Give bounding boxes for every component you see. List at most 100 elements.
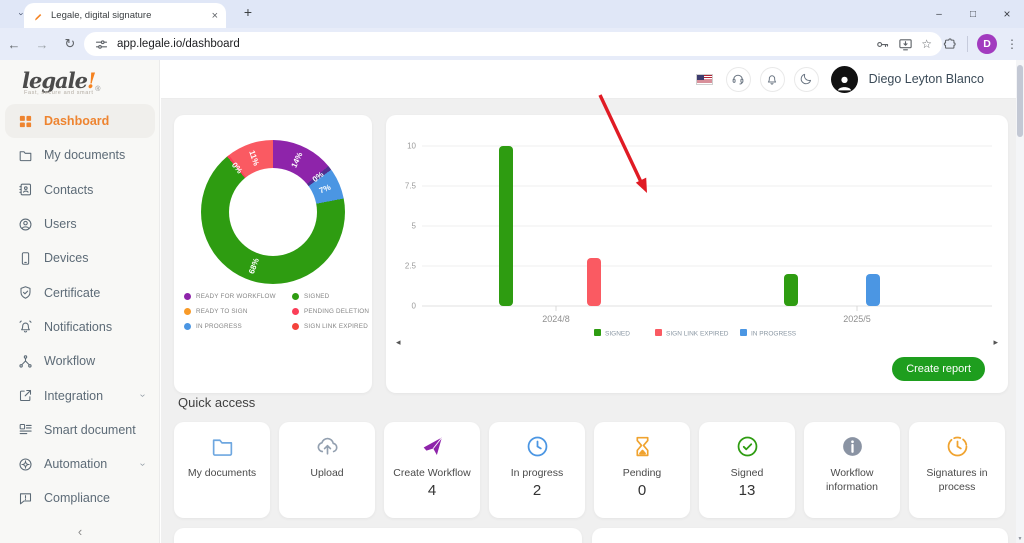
user-avatar[interactable] (830, 65, 858, 93)
bar-chart[interactable]: 0 2.5 5 7.5 10 2024/8 2025/5 SIGNED SIGN LINK EX… (394, 123, 1000, 366)
donut-legend-item[interactable]: SIGNED (292, 289, 369, 304)
contacts-icon (18, 182, 33, 197)
scrollbar-thumb[interactable] (1017, 65, 1023, 137)
sidebar-item-label: My documents (44, 148, 126, 163)
moon-icon (800, 73, 812, 85)
quick-card-my-documents[interactable]: My documents (174, 422, 270, 518)
svg-text:SIGN LINK EXPIRED: SIGN LINK EXPIRED (666, 331, 729, 338)
quick-card-label: My documents (187, 467, 257, 479)
info-icon (804, 434, 900, 460)
forward-icon[interactable]: → (35, 36, 49, 52)
chevron-down-icon: › (136, 462, 148, 466)
legend-dot-icon (184, 308, 191, 315)
bell-icon (768, 75, 777, 85)
quick-card-workflow-information[interactable]: Workflow information (804, 422, 900, 518)
browser-tab[interactable]: Legale, digital signature × (24, 3, 226, 28)
close-window-icon[interactable]: × (1003, 7, 1011, 21)
sidebar-item-workflow[interactable]: Workflow (0, 344, 160, 378)
browser-menu-icon[interactable]: ⋮ (1006, 37, 1018, 51)
workflow-icon (18, 354, 33, 369)
dark-mode-button[interactable] (793, 66, 819, 92)
legale-logo[interactable]: legale!® Fast, secure and smart (0, 60, 159, 108)
sidebar-item-devices[interactable]: Devices (0, 241, 160, 275)
hourglass-icon (594, 434, 690, 460)
new-tab-button[interactable]: + (243, 4, 253, 20)
quick-card-label: In progress (510, 467, 564, 479)
legend-dot-icon (292, 308, 299, 315)
svg-text:10: 10 (407, 142, 416, 151)
logo-text: legale! (22, 68, 96, 93)
certificate-icon (18, 285, 33, 300)
carousel-next-icon[interactable]: ▸ (993, 337, 998, 347)
sidebar-item-notifications[interactable]: Notifications (0, 310, 160, 344)
sidebar-item-smart-document[interactable]: Smart document (0, 413, 160, 447)
user-name[interactable]: Diego Leyton Blanco (868, 72, 984, 86)
sidebar-item-automation[interactable]: Automation › (0, 447, 160, 481)
browser-profile-avatar[interactable]: D (977, 34, 997, 54)
extensions-puzzle-icon[interactable] (943, 37, 958, 52)
close-tab-icon[interactable]: × (211, 9, 218, 22)
expired-links-card[interactable]: Expired links (592, 528, 1008, 543)
url-bar[interactable]: app.legale.io/dashboard ☆ (84, 32, 942, 56)
install-app-icon[interactable] (898, 37, 913, 52)
donut-legend-item[interactable]: PENDING DELETION (292, 304, 369, 319)
donut-legend: READY FOR WORKFLOW READY TO SIGN IN PROGRE… (184, 289, 369, 334)
donut-legend-item[interactable]: SIGN LINK EXPIRED (292, 319, 369, 334)
donut-legend-item[interactable]: READY TO SIGN (184, 304, 292, 319)
svg-text:5: 5 (412, 222, 417, 231)
sidebar-item-dashboard[interactable]: Dashboard (5, 104, 155, 139)
browser-chrome: › Legale, digital signature × + – □ × ← … (0, 0, 1024, 60)
quick-card-signed[interactable]: Signed 13 (699, 422, 795, 518)
app-header: Diego Leyton Blanco (161, 60, 1016, 99)
sidebar-item-compliance[interactable]: Compliance (0, 481, 160, 515)
scrollbar-down-icon[interactable]: ▼ (1017, 536, 1023, 542)
sidebar-item-label: Users (44, 217, 77, 232)
sidebar: legale!® Fast, secure and smart Dashboar… (0, 60, 160, 543)
quick-card-label: Upload (310, 467, 344, 479)
donut-chart[interactable] (201, 140, 345, 284)
folder-icon (174, 434, 270, 460)
carousel-prev-icon[interactable]: ◂ (396, 337, 401, 347)
automation-icon (18, 457, 33, 472)
sidebar-item-my-documents[interactable]: My documents (0, 138, 160, 172)
quick-card-signatures-in-process[interactable]: Signatures in process (909, 422, 1005, 518)
cloud-upload-icon (279, 434, 375, 460)
quick-card-pending[interactable]: Pending 0 (594, 422, 690, 518)
quick-card-upload[interactable]: Upload (279, 422, 375, 518)
sidebar-item-certificate[interactable]: Certificate (0, 275, 160, 309)
donut-legend-item[interactable]: READY FOR WORKFLOW (184, 289, 292, 304)
donut-legend-item[interactable]: IN PROGRESS (184, 319, 292, 334)
notifications-icon (18, 319, 33, 334)
password-key-icon[interactable] (875, 37, 890, 52)
quick-card-label: Create Workflow (393, 467, 471, 479)
quick-card-label: Signatures in process (926, 467, 988, 493)
support-headset-button[interactable] (725, 66, 751, 92)
tune-icon[interactable] (94, 37, 109, 52)
sidebar-collapse-icon[interactable]: ‹ (77, 524, 83, 539)
language-flag-us-icon[interactable] (695, 73, 713, 85)
back-icon[interactable]: ← (7, 36, 21, 52)
quick-card-create-workflow[interactable]: Create Workflow 4 (384, 422, 480, 518)
chevron-down-icon: › (136, 393, 148, 398)
status-donut-card: 14% 0% 7% 68% 0% 11% READY FOR WORKFLOW R… (174, 115, 372, 393)
sidebar-item-label: Dashboard (44, 114, 110, 129)
quick-card-in-progress[interactable]: In progress 2 (489, 422, 585, 518)
notifications-bell-button[interactable] (759, 66, 785, 92)
create-report-button[interactable]: Create report (892, 357, 985, 381)
page-scrollbar[interactable]: ▼ (1016, 60, 1024, 543)
reload-icon[interactable]: ↻ (64, 36, 76, 51)
quick-card-label: Signed (730, 467, 764, 479)
minimize-icon[interactable]: – (936, 8, 942, 20)
svg-text:2.5: 2.5 (405, 262, 417, 271)
sidebar-item-integration[interactable]: Integration › (0, 378, 160, 412)
url-text[interactable]: app.legale.io/dashboard (117, 38, 240, 50)
dashboard-content: 14% 0% 7% 68% 0% 11% READY FOR WORKFLOW R… (161, 99, 1016, 543)
notifications-card[interactable]: Notifications (174, 528, 582, 543)
sidebar-item-users[interactable]: Users (0, 207, 160, 241)
sidebar-item-label: Smart document (44, 422, 136, 437)
legend-dot-icon (184, 323, 191, 330)
bookmark-star-icon[interactable]: ☆ (921, 37, 932, 51)
integration-icon (18, 388, 33, 403)
maximize-icon[interactable]: □ (969, 8, 977, 20)
sidebar-item-contacts[interactable]: Contacts (0, 173, 160, 207)
